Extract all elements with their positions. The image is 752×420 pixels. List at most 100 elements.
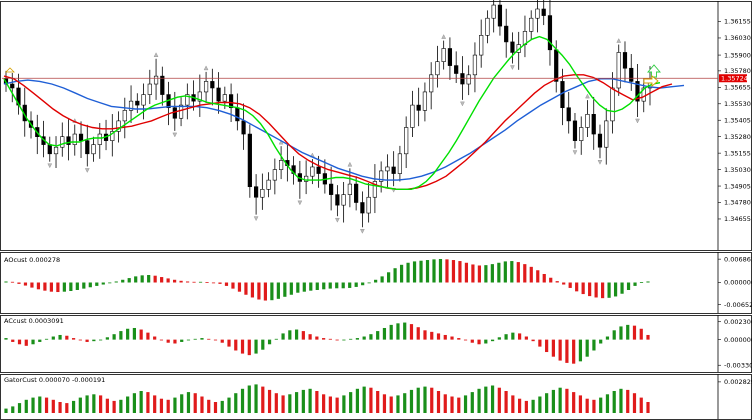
hist-bar: [497, 337, 501, 340]
candle-body: [147, 83, 152, 95]
fractal-down-marker: [510, 65, 515, 70]
hist-bar: [594, 282, 598, 298]
panel-frame-price: [0, 1, 752, 251]
hist-bar: [126, 396, 130, 413]
hist-bar: [524, 336, 528, 340]
hist-bar: [31, 397, 35, 413]
hist-tick-label: 0.0023065: [724, 318, 752, 326]
candle-body: [635, 81, 640, 102]
hist-bar: [211, 282, 216, 284]
hist-bar: [632, 325, 637, 340]
hist-bar: [484, 339, 488, 344]
candle-body: [216, 87, 221, 102]
candle-body: [566, 107, 571, 122]
hist-bar: [224, 282, 229, 286]
hist-bar: [114, 281, 118, 283]
hist-bar: [31, 339, 35, 345]
hist-bar: [315, 282, 319, 290]
hist-bar: [457, 397, 461, 413]
hist-bar: [173, 397, 177, 413]
candle-body: [491, 4, 496, 19]
hist-bar: [399, 264, 404, 283]
hist-bar: [153, 275, 157, 283]
price-tick-label: 1.34655: [724, 215, 751, 223]
candle-body: [47, 144, 52, 155]
hist-bar: [639, 282, 644, 283]
candle-body: [629, 67, 634, 82]
hist-bar: [17, 282, 21, 284]
hist-bar: [605, 336, 610, 340]
hist-bar: [558, 339, 562, 361]
hist-bar: [62, 282, 66, 292]
hist-bar: [121, 279, 125, 283]
candle-body: [310, 166, 315, 177]
hist-bar: [536, 270, 540, 283]
candles: [3, 0, 653, 234]
hist-bar: [283, 282, 287, 297]
hist-bar: [160, 277, 164, 283]
hist-bar: [409, 389, 414, 413]
hist-bar: [301, 389, 305, 413]
hist-bar: [389, 324, 393, 340]
hist-bar: [503, 261, 507, 283]
hist-bar: [555, 281, 559, 283]
hist-bar: [592, 339, 596, 351]
hist-bar: [471, 264, 475, 283]
candle-body: [241, 120, 246, 135]
accust-axis: 0.0023065 0.000000 -0.0033010: [718, 318, 752, 369]
hist-bar: [470, 392, 474, 413]
hist-bar: [17, 403, 22, 413]
candle-body: [185, 94, 190, 106]
candle-body: [579, 127, 584, 141]
candle-body: [97, 133, 102, 145]
candle-body: [335, 194, 340, 206]
hist-bar: [227, 339, 231, 347]
hist-bar: [531, 339, 535, 342]
candle-body: [354, 183, 359, 203]
candle-body: [141, 94, 146, 106]
candle-body: [372, 181, 377, 198]
candle-body: [510, 41, 515, 53]
candle-body: [160, 75, 165, 95]
price-panel: 1.36155 1.36030 1.35900 1.35780 1.35655 1.355…: [2, 0, 751, 234]
hist-bar: [315, 336, 319, 340]
candle-body: [10, 83, 15, 89]
hist-bar: [463, 339, 468, 341]
hist-bar: [234, 339, 238, 351]
hist-bar: [220, 339, 224, 343]
hist-bar: [95, 282, 99, 286]
ma-fast-line: [3, 35, 661, 191]
arrow-right-icon: [643, 75, 659, 87]
hist-bar: [99, 395, 103, 413]
candle-body: [529, 17, 534, 32]
hist-bar: [646, 334, 650, 340]
hist-bar: [396, 323, 400, 340]
hist-bar: [179, 280, 183, 283]
candle-body: [360, 202, 365, 214]
candle-body: [228, 94, 234, 109]
hist-bar: [568, 282, 572, 288]
hist-bar: [85, 339, 89, 342]
hist-bar: [192, 281, 196, 283]
hist-bar: [620, 282, 624, 294]
hist-bar: [250, 282, 255, 298]
hist-bar: [545, 339, 549, 353]
hist-bar: [355, 388, 360, 413]
aocust-axis: 0.006863 0.000000 -0.006525: [718, 255, 752, 309]
gatorcust-axis: 0.002829: [718, 378, 752, 386]
hist-bar: [11, 339, 15, 342]
hist-bar: [322, 394, 326, 413]
hist-bar: [36, 282, 41, 290]
candle-body: [178, 104, 184, 119]
hist-bar: [257, 282, 261, 300]
hist-bar: [376, 391, 380, 413]
hist-bar: [542, 273, 546, 283]
hist-bar: [458, 261, 462, 283]
hist-bar: [342, 339, 346, 341]
hist-bar: [572, 392, 576, 413]
hist-bar: [185, 281, 190, 283]
hist-bar: [639, 328, 643, 340]
hist-bar: [69, 282, 73, 292]
candle-body: [153, 75, 159, 85]
